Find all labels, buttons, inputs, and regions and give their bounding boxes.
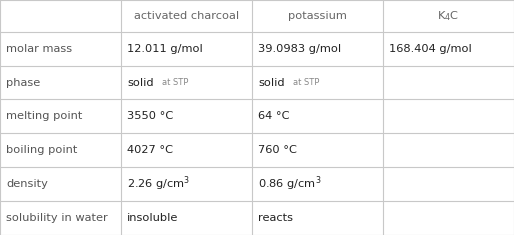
Text: reacts: reacts [258,213,293,223]
Text: at STP: at STP [293,78,319,87]
Text: 12.011 g/mol: 12.011 g/mol [127,44,203,54]
Text: solid: solid [258,78,285,88]
Text: potassium: potassium [288,11,347,21]
Text: molar mass: molar mass [6,44,72,54]
Text: at STP: at STP [162,78,188,87]
Text: phase: phase [6,78,41,88]
Text: activated charcoal: activated charcoal [134,11,239,21]
Text: 2.26 g/cm$^3$: 2.26 g/cm$^3$ [127,175,190,193]
Text: 64 °C: 64 °C [258,111,289,121]
Text: 3550 °C: 3550 °C [127,111,173,121]
Text: solubility in water: solubility in water [6,213,108,223]
Text: K$_4$C: K$_4$C [437,9,460,23]
Text: density: density [6,179,48,189]
Text: boiling point: boiling point [6,145,78,155]
Text: 760 °C: 760 °C [258,145,297,155]
Text: 39.0983 g/mol: 39.0983 g/mol [258,44,341,54]
Text: melting point: melting point [6,111,83,121]
Text: insoluble: insoluble [127,213,178,223]
Text: 168.404 g/mol: 168.404 g/mol [389,44,472,54]
Text: 4027 °C: 4027 °C [127,145,173,155]
Text: 0.86 g/cm$^3$: 0.86 g/cm$^3$ [258,175,322,193]
Text: solid: solid [127,78,154,88]
